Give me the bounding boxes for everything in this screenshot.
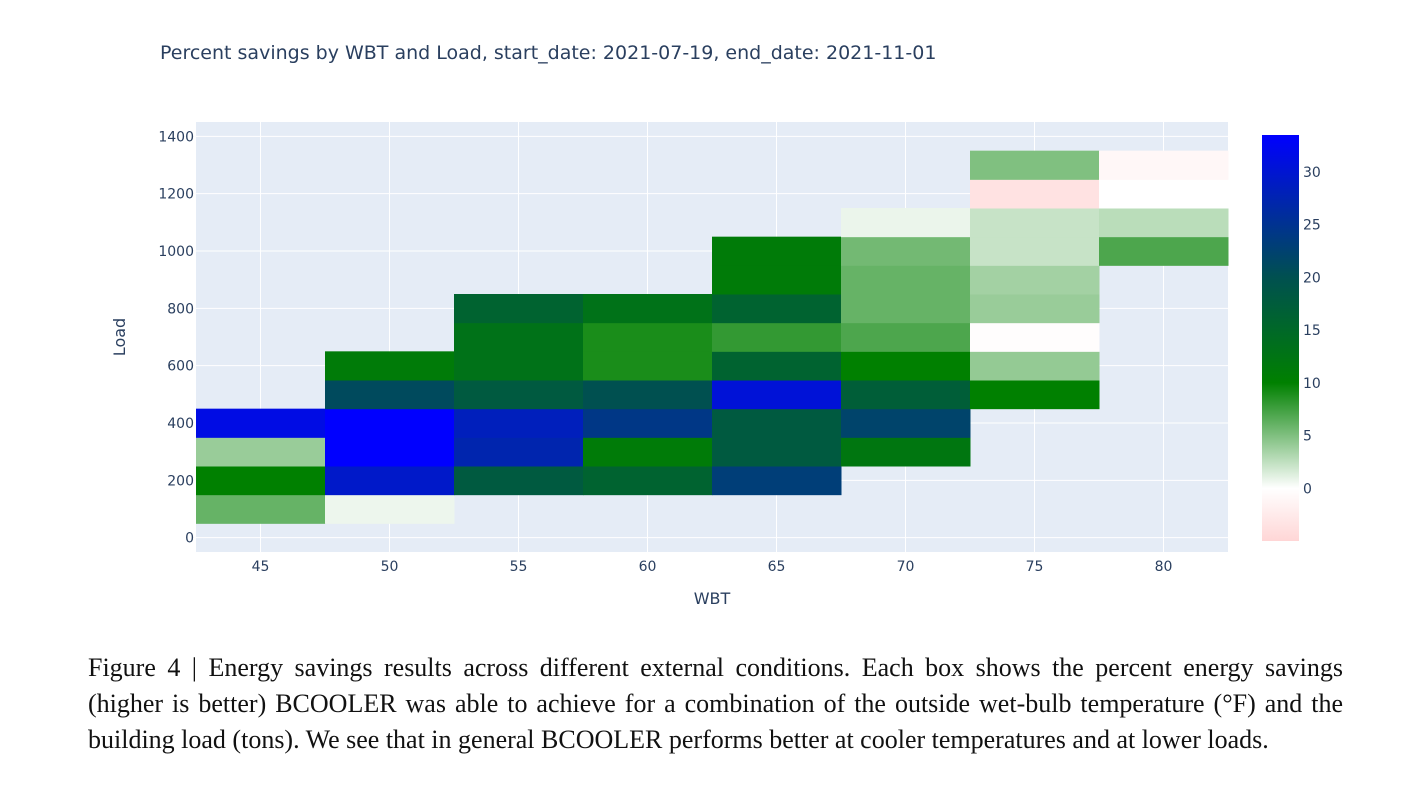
colorbar-tick-label: 15: [1303, 323, 1321, 339]
heatmap-cell: [970, 265, 1100, 295]
heatmap-cell: [841, 294, 971, 324]
x-tick-label: 80: [1155, 559, 1173, 575]
heatmap-cell: [970, 150, 1100, 180]
colorbar-ticks: 0 5 10 15 20 25 30: [1303, 165, 1321, 497]
heatmap-cells: [196, 150, 1229, 524]
heatmap-cell: [712, 322, 842, 352]
heatmap-cell: [970, 351, 1100, 381]
heatmap-cell: [196, 408, 326, 438]
heatmap-cell: [712, 437, 842, 467]
heatmap-cell: [325, 437, 455, 467]
x-tick-label: 50: [381, 559, 399, 575]
y-tick-label: 1400: [158, 129, 194, 145]
colorbar-tick-label: 30: [1303, 165, 1321, 181]
heatmap-cell: [712, 408, 842, 438]
heatmap-cell: [712, 466, 842, 496]
x-tick-label: 65: [768, 559, 786, 575]
heatmap-cell: [583, 437, 713, 467]
figure-caption: Figure 4 | Energy savings results across…: [88, 653, 1343, 754]
x-tick-label: 60: [639, 559, 657, 575]
colorbar-tick-label: 5: [1303, 429, 1312, 445]
colorbar-tick-label: 0: [1303, 481, 1312, 497]
heatmap-cell: [583, 351, 713, 381]
heatmap-cell: [841, 208, 971, 238]
heatmap-cell: [970, 380, 1100, 410]
heatmap-cell: [325, 408, 455, 438]
y-tick-label: 1200: [158, 187, 194, 203]
heatmap-cell: [970, 322, 1100, 352]
heatmap-cell: [970, 236, 1100, 266]
y-tick-label: 0: [185, 531, 194, 547]
heatmap-cell: [454, 408, 584, 438]
heatmap-cell: [1099, 150, 1229, 180]
heatmap-cell: [970, 208, 1100, 238]
heatmap-cell: [454, 380, 584, 410]
y-tick-label: 200: [167, 473, 194, 489]
colorbar-tick-label: 10: [1303, 376, 1321, 392]
heatmap-cell: [454, 351, 584, 381]
heatmap-cell: [1099, 179, 1229, 209]
heatmap-cell: [454, 322, 584, 352]
y-tick-label: 600: [167, 359, 194, 375]
heatmap-cell: [970, 179, 1100, 209]
heatmap-cell: [841, 408, 971, 438]
heatmap-cell: [583, 322, 713, 352]
x-tick-label: 75: [1026, 559, 1044, 575]
heatmap-cell: [196, 466, 326, 496]
heatmap-cell: [712, 294, 842, 324]
colorbar: [1262, 135, 1299, 541]
heatmap-cell: [1099, 236, 1229, 266]
y-axis-title: Load: [110, 318, 129, 356]
heatmap-cell: [712, 351, 842, 381]
heatmap-cell: [712, 265, 842, 295]
heatmap-cell: [841, 380, 971, 410]
heatmap-cell: [1099, 208, 1229, 238]
heatmap-cell: [583, 466, 713, 496]
heatmap-cell: [841, 437, 971, 467]
y-tick-label: 400: [167, 416, 194, 432]
y-tick-label: 1000: [158, 244, 194, 260]
x-tick-label: 70: [897, 559, 915, 575]
heatmap-cell: [196, 437, 326, 467]
heatmap-cell: [841, 322, 971, 352]
heatmap-cell: [325, 494, 455, 524]
x-tick-label: 55: [510, 559, 528, 575]
x-axis-title: WBT: [694, 589, 731, 608]
heatmap-cell: [454, 437, 584, 467]
heatmap-cell: [841, 265, 971, 295]
y-axis-ticks: 0 200 400 600 800 1000 1200 1400: [158, 129, 194, 546]
heatmap-cell: [841, 351, 971, 381]
heatmap-cell: [712, 380, 842, 410]
heatmap-cell: [970, 294, 1100, 324]
x-tick-label: 45: [252, 559, 270, 575]
y-tick-label: 800: [167, 301, 194, 317]
heatmap-cell: [841, 236, 971, 266]
heatmap-cell: [712, 236, 842, 266]
heatmap-cell: [325, 466, 455, 496]
colorbar-tick-label: 20: [1303, 270, 1321, 286]
heatmap-cell: [325, 380, 455, 410]
heatmap-cell: [454, 294, 584, 324]
heatmap-cell: [196, 494, 326, 524]
heatmap-cell: [583, 380, 713, 410]
heatmap-cell: [325, 351, 455, 381]
heatmap-cell: [583, 408, 713, 438]
chart-title: Percent savings by WBT and Load, start_d…: [160, 42, 936, 64]
heatmap-cell: [454, 466, 584, 496]
heatmap-cell: [583, 294, 713, 324]
heatmap-figure: Percent savings by WBT and Load, start_d…: [110, 42, 1321, 608]
x-axis-ticks: 45 50 55 60 65 70 75 80: [252, 559, 1173, 575]
colorbar-tick-label: 25: [1303, 218, 1321, 234]
